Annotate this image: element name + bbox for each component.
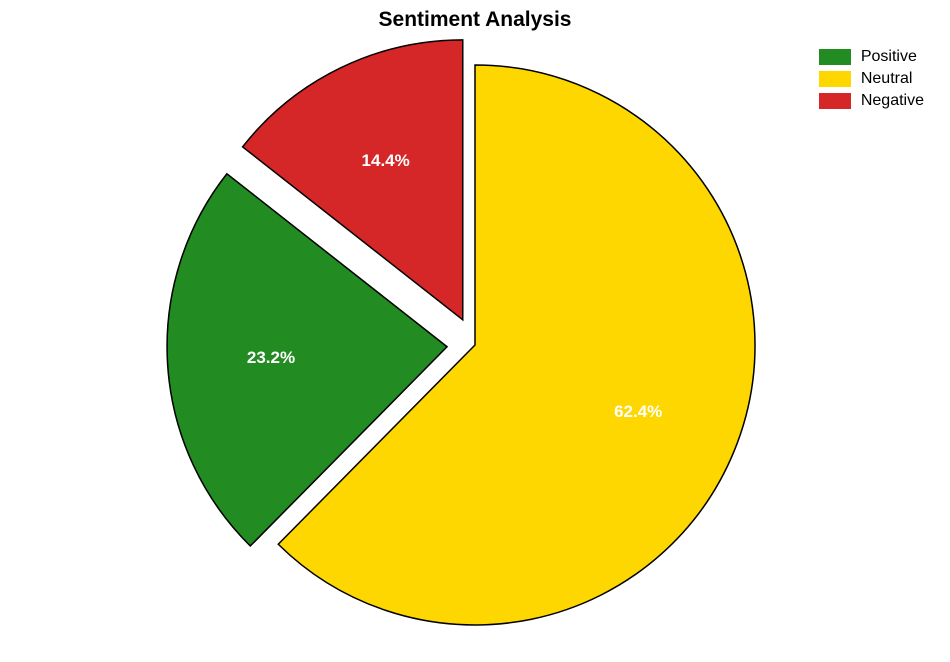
legend-swatch-neutral — [819, 71, 851, 87]
legend-item-negative: Negative — [819, 92, 924, 110]
legend-label-positive: Positive — [861, 48, 917, 66]
legend-item-positive: Positive — [819, 48, 924, 66]
slice-label-neutral: 62.4% — [614, 402, 662, 422]
slice-label-positive: 23.2% — [247, 348, 295, 368]
legend-label-negative: Negative — [861, 92, 924, 110]
slice-label-negative: 14.4% — [362, 151, 410, 171]
legend: Positive Neutral Negative — [819, 48, 924, 114]
legend-swatch-negative — [819, 93, 851, 109]
legend-item-neutral: Neutral — [819, 70, 924, 88]
pie-chart — [0, 0, 950, 662]
legend-swatch-positive — [819, 49, 851, 65]
legend-label-neutral: Neutral — [861, 70, 913, 88]
